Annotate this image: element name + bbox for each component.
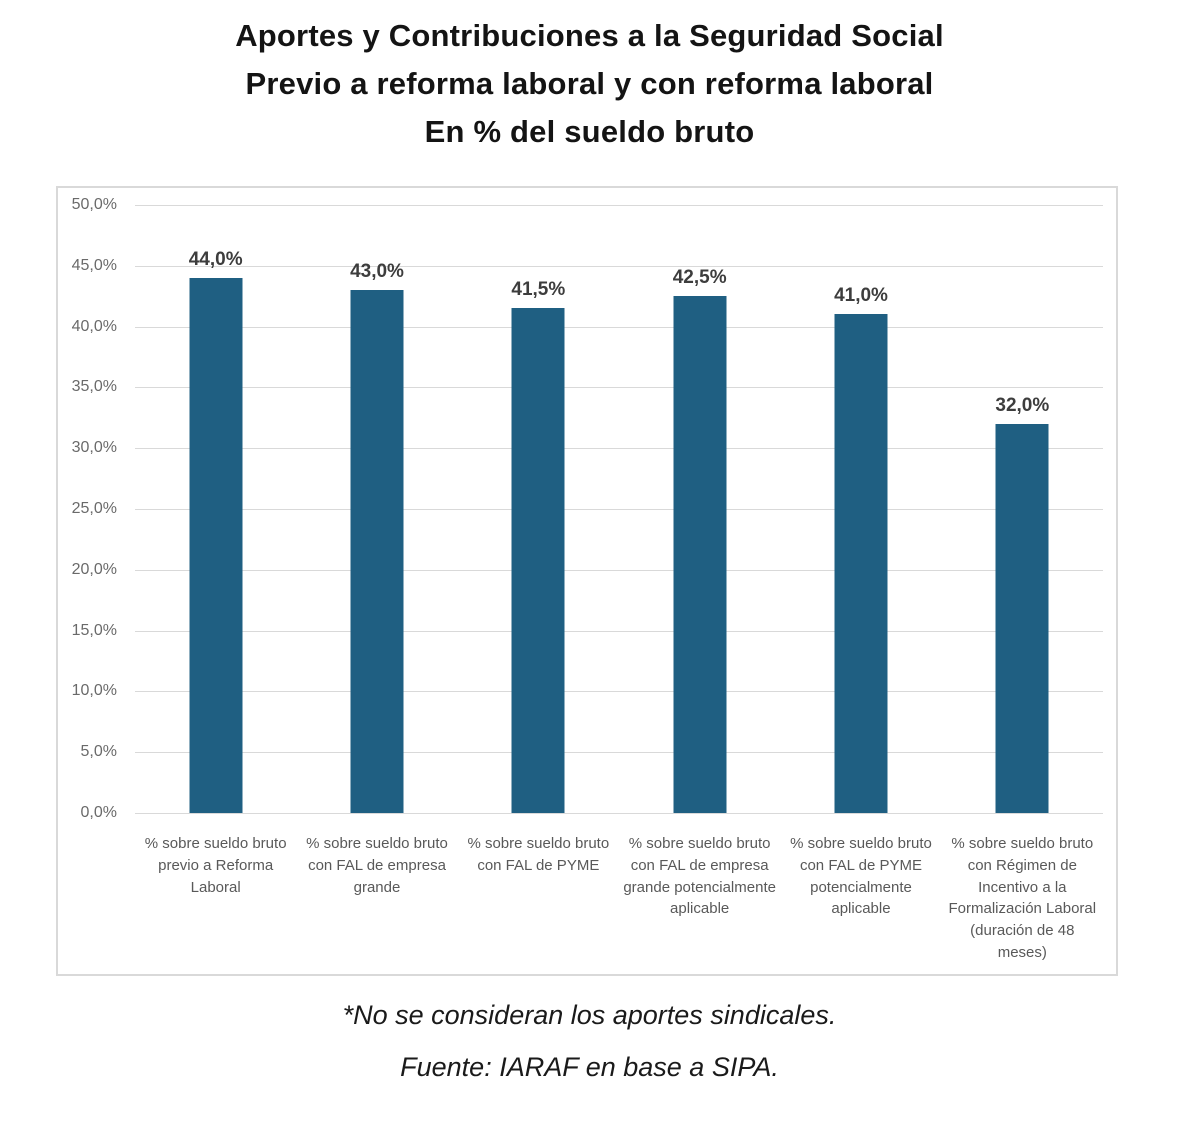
gridline [135, 265, 1103, 267]
y-tick-label: 25,0% [71, 500, 117, 517]
chart-title-line-1: Aportes y Contribuciones a la Seguridad … [235, 18, 944, 53]
bar [511, 308, 565, 813]
gridline [135, 326, 1103, 328]
bar-value-label: 42,5% [672, 267, 727, 289]
plot-area: 44,0% 43,0% 41,5% 42,5% 41,0% 32,0% [135, 205, 1103, 814]
bar-value-label: 41,0% [834, 285, 888, 307]
x-category-label: % sobre sueldo bruto con FAL de PYME [467, 835, 610, 874]
y-tick-label: 0,0% [80, 804, 117, 821]
gridline [135, 752, 1103, 754]
gridline [135, 813, 1103, 814]
bar-value-label: 32,0% [995, 394, 1050, 416]
y-tick-label: 20,0% [71, 560, 117, 578]
y-tick-label: 40,0% [71, 317, 117, 335]
y-tick-label: 15,0% [71, 621, 117, 639]
y-tick-label: 50,0% [71, 196, 117, 213]
gridline [135, 387, 1103, 389]
y-tick-label: 35,0% [71, 378, 117, 396]
source-note: Fuente: IARAF en base a SIPA. [400, 1052, 779, 1082]
x-axis-labels: % sobre sueldo bruto previo a Reforma La… [135, 833, 1103, 964]
x-category-label: % sobre sueldo bruto con Régimen de Ince… [948, 835, 1097, 961]
bar-value-label: 43,0% [350, 261, 404, 283]
bar [673, 296, 727, 813]
bar [834, 314, 888, 813]
gridline [135, 509, 1103, 510]
chart-title-line-3: En % del sueldo bruto [424, 114, 755, 149]
y-tick-label: 30,0% [71, 439, 117, 457]
gridline [135, 205, 1103, 206]
gridline [135, 448, 1103, 450]
footnote: *No se consideran los aportes sindicales… [342, 1000, 837, 1030]
x-category-label: % sobre sueldo bruto con FAL de empresa … [623, 835, 776, 918]
x-category-label: % sobre sueldo bruto con FAL de PYME pot… [790, 835, 932, 918]
bar-value-label: 44,0% [188, 248, 243, 270]
chart-frame: 0,0% 5,0% 10,0% 15,0% 20,0% 25,0% 30,0% 35,0% 40… [56, 186, 1118, 976]
x-category-label: % sobre sueldo bruto previo a Reforma La… [144, 835, 287, 896]
bar [350, 290, 404, 813]
y-axis: 0,0% 5,0% 10,0% 15,0% 20,0% 25,0% 30,0% 35,0% 40… [58, 196, 135, 821]
gridline [135, 630, 1103, 632]
y-tick-label: 5,0% [80, 743, 117, 761]
bar [995, 423, 1049, 813]
chart-title-line-2: Previo a reforma laboral y con reforma l… [245, 66, 934, 101]
chart-title: Aportes y Contribuciones a la Seguridad … [0, 12, 1179, 156]
gridline [135, 691, 1103, 693]
y-tick-label: 10,0% [71, 682, 117, 700]
x-category-label: % sobre sueldo bruto con FAL de empresa … [306, 835, 448, 896]
bar [189, 277, 243, 813]
y-tick-label: 45,0% [71, 256, 117, 274]
gridline [135, 569, 1103, 571]
bar-value-label: 41,5% [511, 279, 566, 301]
